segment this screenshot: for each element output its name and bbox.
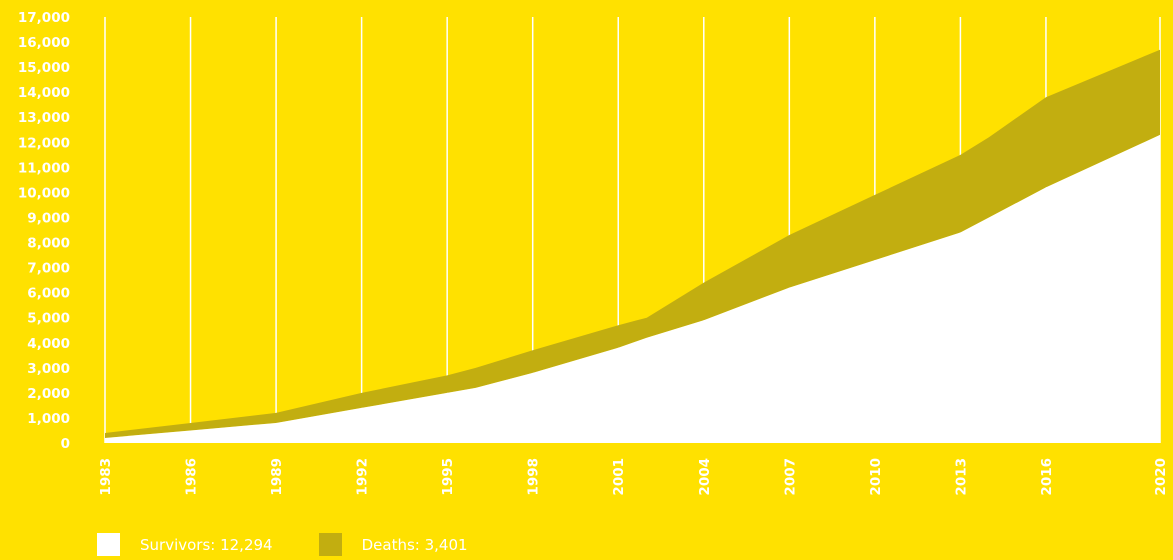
x-tick-label: 1989: [269, 458, 285, 496]
y-tick-label: 5,000: [27, 311, 70, 327]
y-tick-label: 2,000: [27, 386, 70, 402]
area-chart: 0 1,000 2,000 3,000 4,000 5,000 6,000 7,000 8,00…: [18, 10, 1169, 496]
y-tick-label: 4,000: [27, 336, 70, 352]
x-tick-label: 2004: [697, 458, 713, 496]
y-tick-label: 9,000: [27, 210, 70, 226]
legend-swatch-survivors: [97, 533, 120, 556]
y-tick-label: 15,000: [18, 60, 70, 76]
y-tick-label: 1,000: [27, 411, 70, 427]
x-tick-label: 2013: [953, 458, 969, 496]
y-tick-label: 8,000: [27, 236, 70, 252]
legend-item-survivors: Survivors: 12,294: [97, 533, 273, 556]
legend-item-deaths: Deaths: 3,401: [318, 533, 468, 556]
y-tick-label: 16,000: [18, 35, 70, 51]
y-tick-label: 3,000: [27, 361, 70, 377]
y-tick-label: 6,000: [27, 286, 70, 302]
x-axis: 1983 1986 1989 1992 1995 1998 2001 2004 2007 2010…: [98, 458, 1169, 496]
x-tick-label: 2010: [868, 458, 884, 496]
y-tick-label: 10,000: [18, 185, 70, 201]
y-tick-label: 12,000: [18, 135, 70, 151]
x-tick-label: 1986: [184, 458, 200, 496]
y-tick-label: 13,000: [18, 110, 70, 126]
chart-areas: [105, 49, 1160, 443]
y-tick-label: 17,000: [18, 10, 70, 26]
y-tick-label: 7,000: [27, 261, 70, 277]
x-tick-label: 1983: [98, 458, 114, 496]
legend-label-survivors: Survivors: 12,294: [140, 535, 273, 554]
x-tick-label: 1992: [355, 458, 371, 496]
area-survivors: [105, 134, 1160, 443]
y-tick-label: 11,000: [18, 160, 70, 176]
x-tick-label: 1998: [526, 458, 542, 496]
x-tick-label: 2016: [1039, 458, 1055, 496]
x-tick-label: 2007: [782, 458, 798, 496]
x-tick-label: 2001: [611, 458, 627, 496]
y-axis: 0 1,000 2,000 3,000 4,000 5,000 6,000 7,000 8,00…: [18, 10, 70, 452]
legend-swatch-deaths: [318, 533, 342, 556]
y-tick-label: 0: [61, 436, 70, 452]
x-tick-label: 1995: [440, 458, 456, 496]
legend-label-deaths: Deaths: 3,401: [361, 535, 468, 554]
x-tick-label: 2020: [1153, 458, 1169, 496]
legend: Survivors: 12,294 Deaths: 3,401: [97, 533, 514, 556]
y-tick-label: 14,000: [18, 85, 70, 101]
